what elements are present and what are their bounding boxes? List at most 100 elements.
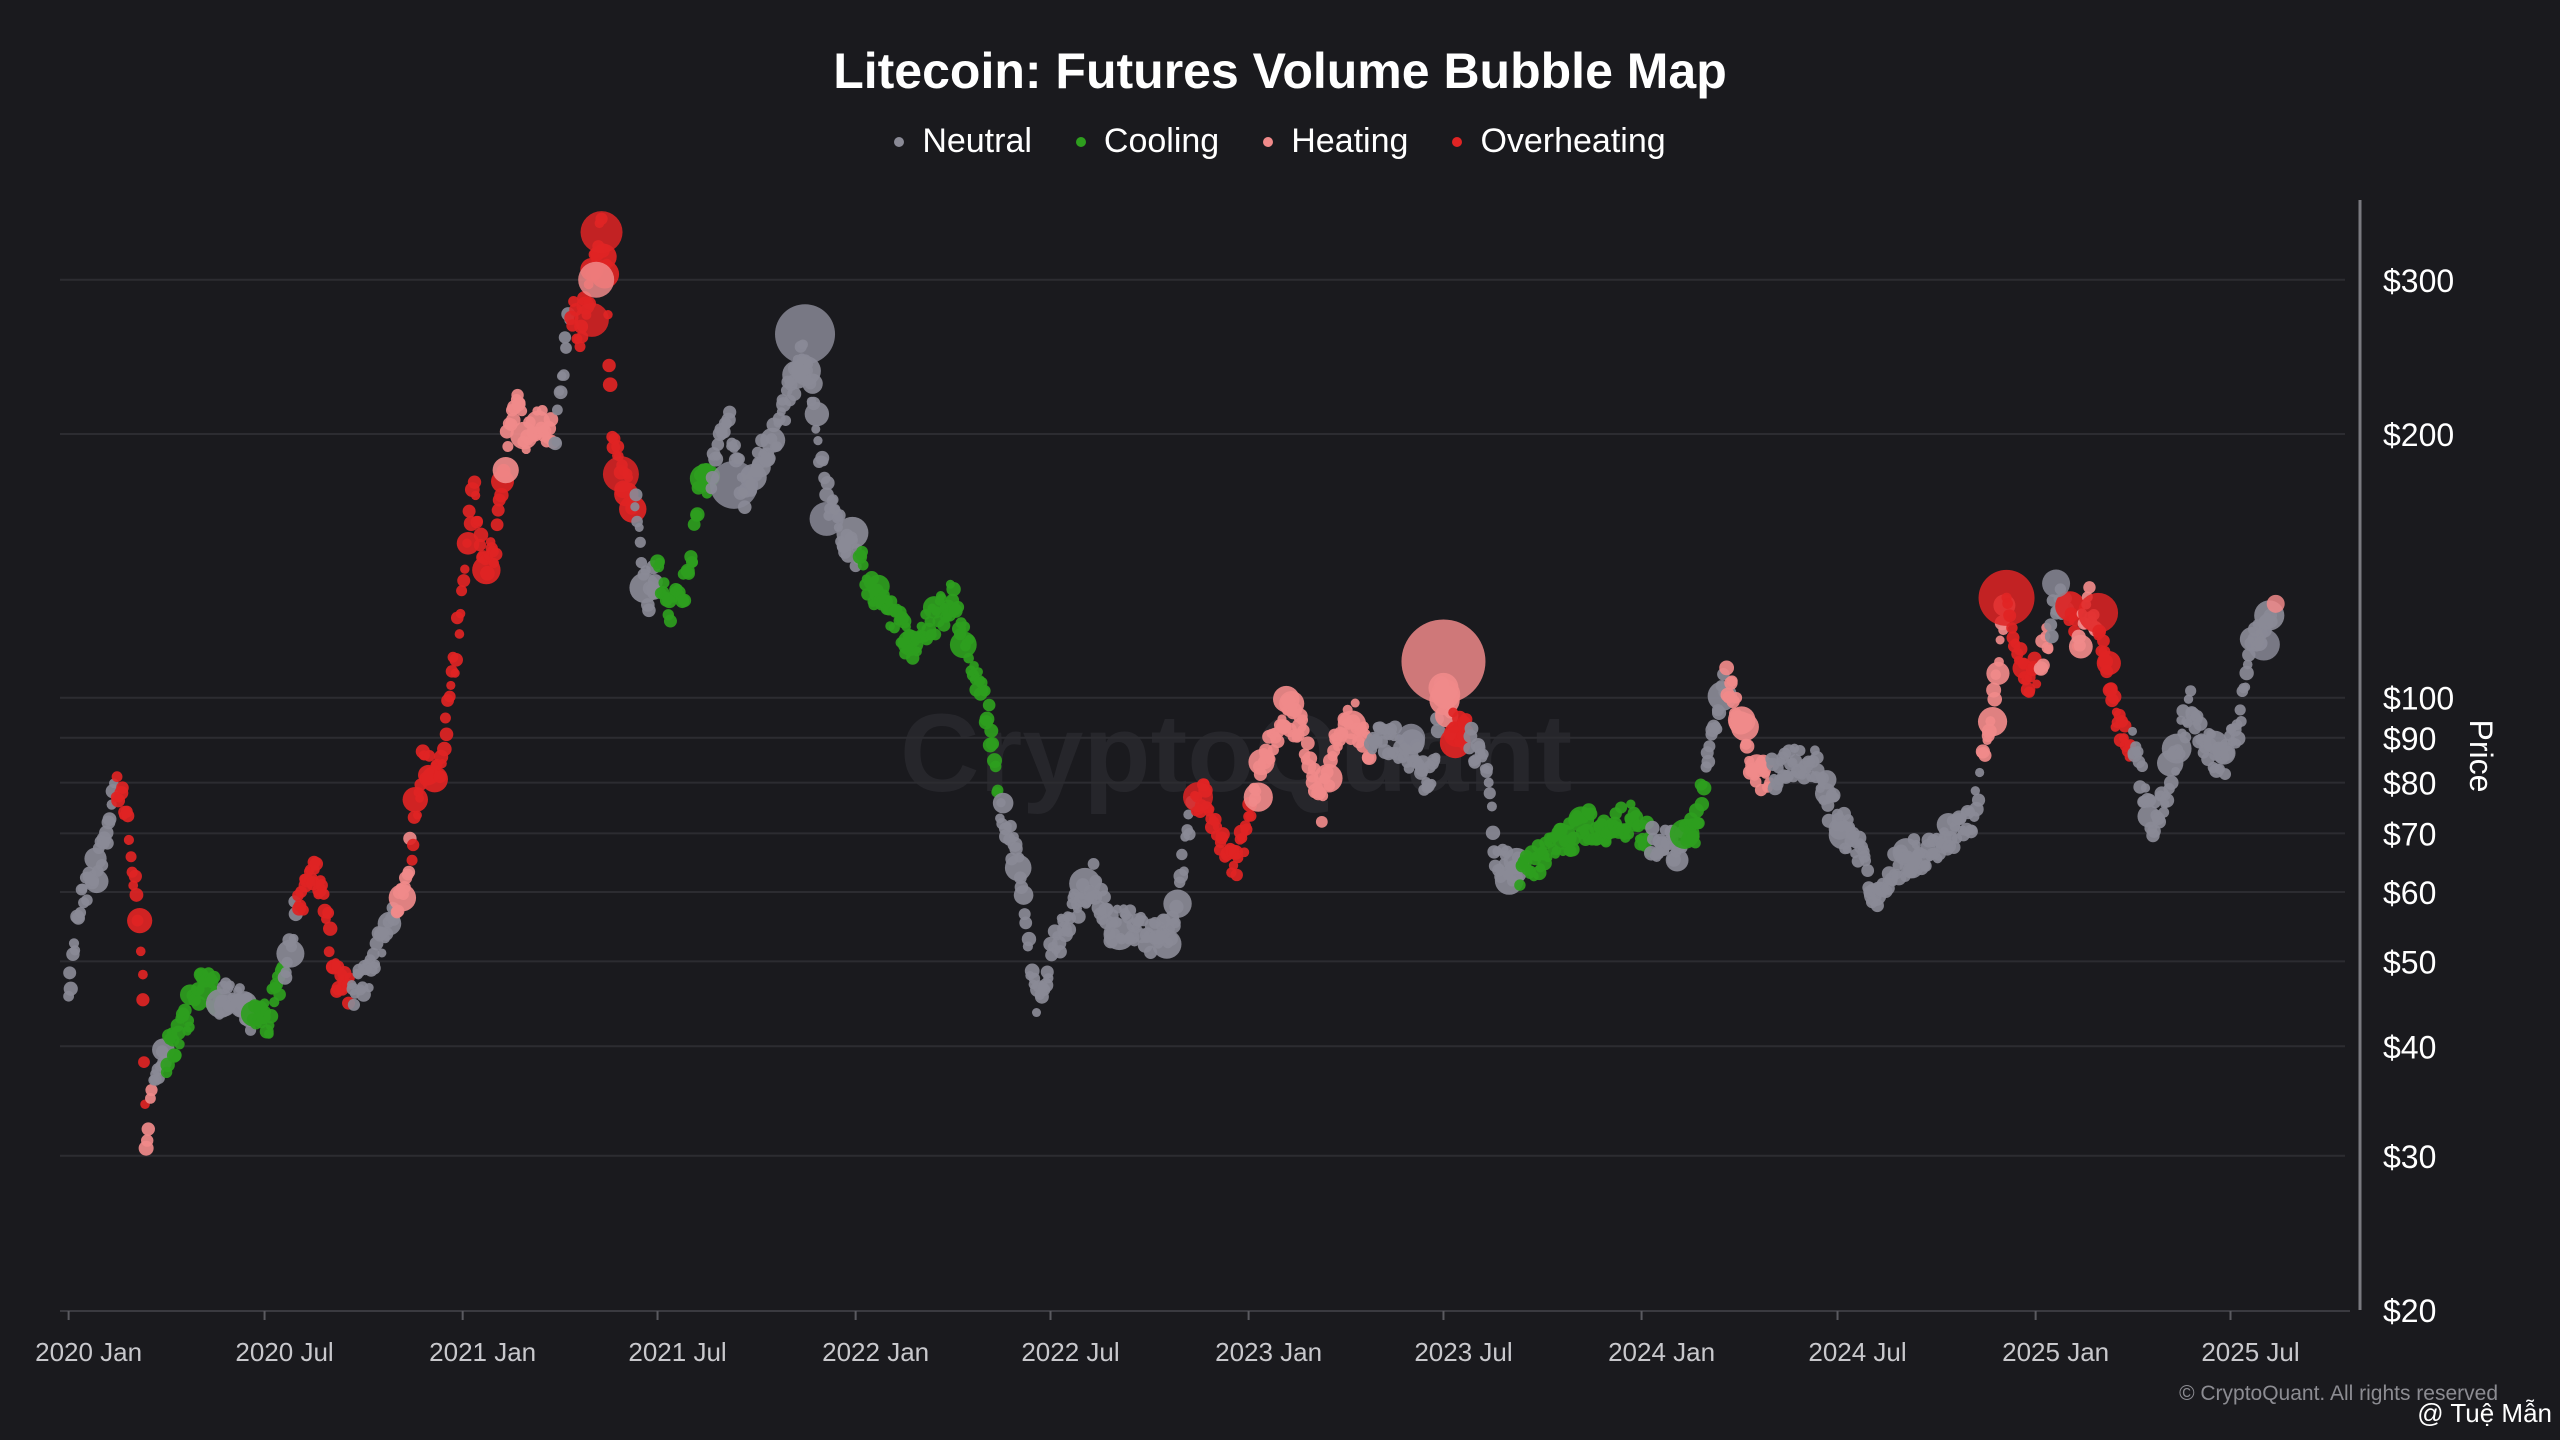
large-bubble xyxy=(709,460,758,509)
bubble-point xyxy=(2230,731,2246,746)
bubble-point xyxy=(1183,828,1196,841)
legend-label-heating: Heating xyxy=(1291,122,1409,160)
y-tick-label: $30 xyxy=(2383,1139,2436,1175)
bubble-point xyxy=(763,452,776,465)
bubble-point xyxy=(1565,842,1580,857)
bubble-point xyxy=(455,608,466,619)
bubble-point xyxy=(276,939,305,968)
bubble-point xyxy=(690,507,705,522)
bubble-point xyxy=(1043,973,1054,984)
bubble-point xyxy=(259,998,270,1009)
bubble-point xyxy=(2242,659,2253,670)
bubble-point xyxy=(963,652,974,664)
large-bubble xyxy=(578,261,615,298)
bubble-point xyxy=(804,401,830,427)
y-tick-label: $80 xyxy=(2383,766,2436,802)
bubble-point xyxy=(490,518,504,532)
bubble-point xyxy=(138,969,148,980)
bubble-point xyxy=(1228,860,1239,871)
y-tick-label: $60 xyxy=(2383,875,2436,911)
bubble-point xyxy=(1719,660,1735,676)
bubble-point xyxy=(439,712,451,724)
bubble-point xyxy=(1615,801,1628,814)
y-tick-label: $90 xyxy=(2383,721,2436,757)
bubble-point xyxy=(2152,815,2167,829)
bubble-point xyxy=(460,564,470,574)
bubble-point xyxy=(574,341,586,353)
bubble-point xyxy=(1179,866,1189,876)
bubble-point xyxy=(2185,685,2197,697)
legend-item-overheating[interactable]: Overheating xyxy=(1452,122,1666,161)
bubble-point xyxy=(1239,847,1250,858)
bubble-point xyxy=(1176,848,1188,861)
bubble-point xyxy=(377,948,387,958)
bubble-point xyxy=(145,1083,158,1097)
bubble-point xyxy=(406,854,418,866)
legend-item-heating[interactable]: Heating xyxy=(1263,122,1408,161)
bubble-point xyxy=(1053,945,1067,959)
bubble-point xyxy=(712,451,722,461)
bubble-point xyxy=(516,405,528,417)
bubble-point xyxy=(682,567,695,580)
bubble-point xyxy=(1300,736,1315,751)
bubble-point xyxy=(2128,726,2138,736)
author-text: @ Tuệ Mẫn xyxy=(2417,1398,2552,1428)
bubble-point xyxy=(688,557,698,568)
bubble-point xyxy=(480,565,495,581)
bubble-point xyxy=(992,792,1014,814)
bubble-point xyxy=(536,404,548,416)
bubble-point xyxy=(502,440,514,452)
bubble-point xyxy=(443,690,456,703)
bubble-point xyxy=(1977,707,2008,737)
bubble-point xyxy=(2044,618,2058,632)
legend-item-neutral[interactable]: Neutral xyxy=(894,122,1032,161)
bubble-point xyxy=(1323,779,1336,792)
bubble-point xyxy=(95,859,109,872)
bubble-point xyxy=(642,603,656,618)
bubble-point xyxy=(457,574,471,588)
bubble-point xyxy=(135,946,146,957)
x-tick-label: 2021 Jan xyxy=(429,1337,536,1367)
bubble-point xyxy=(2163,775,2179,790)
bubble-point xyxy=(489,547,503,561)
bubble-point xyxy=(1317,790,1329,802)
bubble-point xyxy=(138,1056,150,1069)
bubble-point xyxy=(771,441,783,452)
bubble-point xyxy=(982,698,996,712)
bubble-point xyxy=(2239,665,2254,681)
bubble-point xyxy=(1975,767,1985,778)
bubble-point xyxy=(81,894,93,906)
bubble-point xyxy=(1426,778,1437,789)
bubble-point xyxy=(2219,745,2235,761)
bubble-point xyxy=(1860,855,1872,867)
bubble-point xyxy=(1692,817,1705,830)
bubble-point xyxy=(521,444,531,455)
bubble-point xyxy=(813,436,823,446)
bubble-point xyxy=(183,1021,195,1033)
bubble-point xyxy=(973,667,983,677)
y-tick-label: $50 xyxy=(2383,944,2436,980)
large-bubble xyxy=(1978,569,2035,626)
bubble-point xyxy=(1987,691,2003,707)
bubble-point xyxy=(318,888,330,900)
bubble-point xyxy=(1842,844,1852,855)
legend-item-cooling[interactable]: Cooling xyxy=(1075,122,1219,161)
bubble-point xyxy=(174,1039,185,1050)
bubble-point xyxy=(123,834,135,846)
bubble-point xyxy=(1315,815,1328,828)
bubble-point xyxy=(1313,763,1343,793)
bubble-point xyxy=(470,490,481,501)
bubble-point xyxy=(543,412,559,427)
bubble-point xyxy=(364,983,374,993)
bubble-point xyxy=(398,881,411,894)
x-tick-label: 2024 Jan xyxy=(1608,1337,1715,1367)
legend-label-neutral: Neutral xyxy=(922,122,1032,160)
bubble-point xyxy=(1124,904,1137,917)
large-bubble xyxy=(2266,594,2285,613)
bubble-point xyxy=(1302,751,1318,766)
bubble-point xyxy=(1967,825,1978,836)
bubble-point xyxy=(513,397,526,409)
bubble-point xyxy=(2234,704,2246,716)
bubble-point xyxy=(1995,635,2005,645)
x-tick-label: 2022 Jan xyxy=(822,1337,929,1367)
